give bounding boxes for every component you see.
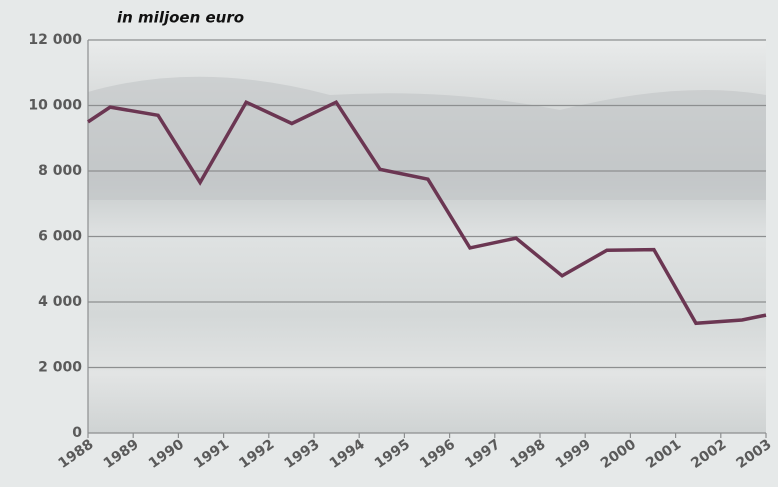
x-tick-label: 1999 bbox=[553, 436, 594, 471]
y-tick-label: 8 000 bbox=[38, 163, 82, 179]
x-tick-label: 1995 bbox=[372, 436, 413, 471]
x-tick-label: 1992 bbox=[236, 436, 277, 471]
x-tick-label: 1989 bbox=[101, 436, 142, 471]
x-tick-label: 2000 bbox=[598, 436, 639, 472]
x-tick-label: 2002 bbox=[688, 436, 729, 471]
chart-title: in miljoen euro bbox=[117, 9, 244, 27]
y-tick-label: 6 000 bbox=[38, 229, 82, 245]
x-tick-label: 1988 bbox=[55, 436, 96, 471]
x-tick-label: 2003 bbox=[733, 436, 774, 471]
y-tick-label: 10 000 bbox=[28, 98, 82, 114]
x-tick-label: 1996 bbox=[417, 436, 458, 471]
x-tick-label: 1994 bbox=[327, 436, 368, 472]
y-tick-label: 12 000 bbox=[28, 32, 82, 48]
y-tick-label: 0 bbox=[72, 425, 82, 441]
y-tick-label: 2 000 bbox=[38, 360, 82, 376]
x-tick-label: 1991 bbox=[191, 436, 232, 471]
x-tick-label: 1997 bbox=[462, 436, 503, 471]
y-tick-label: 4 000 bbox=[38, 294, 82, 310]
data-line bbox=[87, 99, 767, 326]
x-tick-label: 1990 bbox=[146, 436, 187, 472]
x-tick-label: 2001 bbox=[643, 436, 684, 471]
x-tick-label: 1993 bbox=[281, 436, 322, 471]
background-hills bbox=[88, 76, 766, 200]
x-tick-label: 1998 bbox=[507, 436, 548, 471]
